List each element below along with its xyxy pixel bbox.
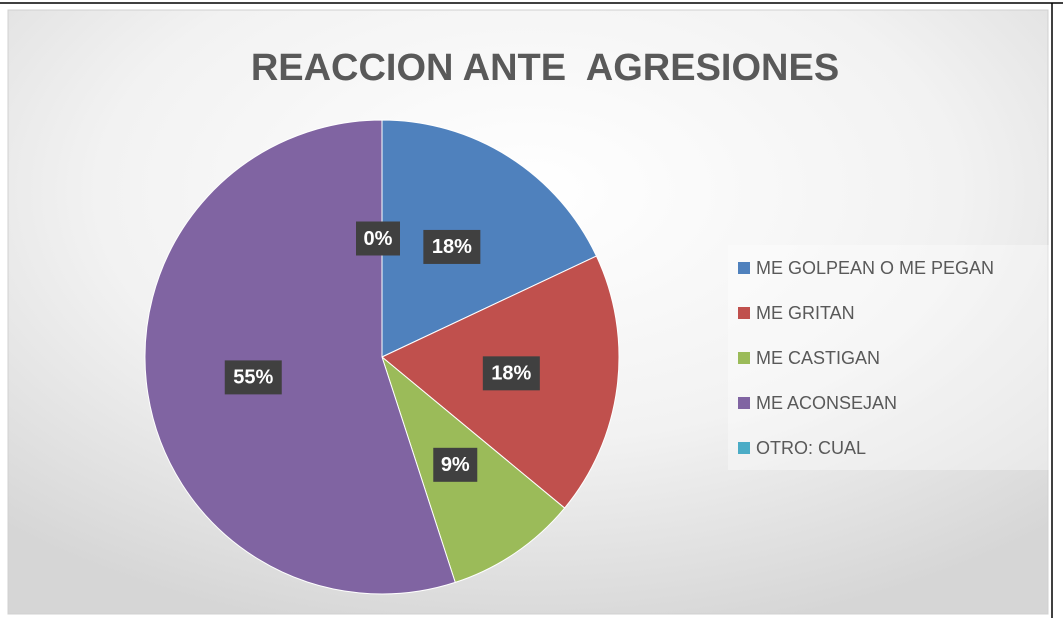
data-label: 0% bbox=[364, 228, 393, 250]
legend-box bbox=[728, 245, 1050, 470]
legend-label: ME GOLPEAN O ME PEGAN bbox=[756, 258, 994, 278]
legend-swatch bbox=[738, 397, 750, 409]
chart-title: REACCION ANTE AGRESIONES bbox=[251, 47, 839, 89]
legend-label: ME CASTIGAN bbox=[756, 348, 880, 368]
legend-swatch bbox=[738, 262, 750, 274]
label-box bbox=[356, 221, 400, 256]
pie-slice bbox=[381, 119, 598, 358]
label-box bbox=[224, 360, 282, 395]
legend-label: ME GRITAN bbox=[756, 303, 855, 323]
data-label: 18% bbox=[432, 236, 472, 258]
data-label: 18% bbox=[491, 363, 531, 385]
legend-swatch bbox=[738, 307, 750, 319]
label-box bbox=[423, 229, 481, 264]
legend-swatch bbox=[738, 352, 750, 364]
label-box bbox=[433, 447, 478, 482]
legend-label: ME ACONSEJAN bbox=[756, 393, 897, 413]
legend-label: OTRO: CUAL bbox=[756, 438, 866, 458]
data-label: 9% bbox=[441, 454, 470, 476]
legend-swatch bbox=[738, 442, 750, 454]
label-box bbox=[482, 356, 540, 391]
data-label: 55% bbox=[233, 367, 273, 389]
